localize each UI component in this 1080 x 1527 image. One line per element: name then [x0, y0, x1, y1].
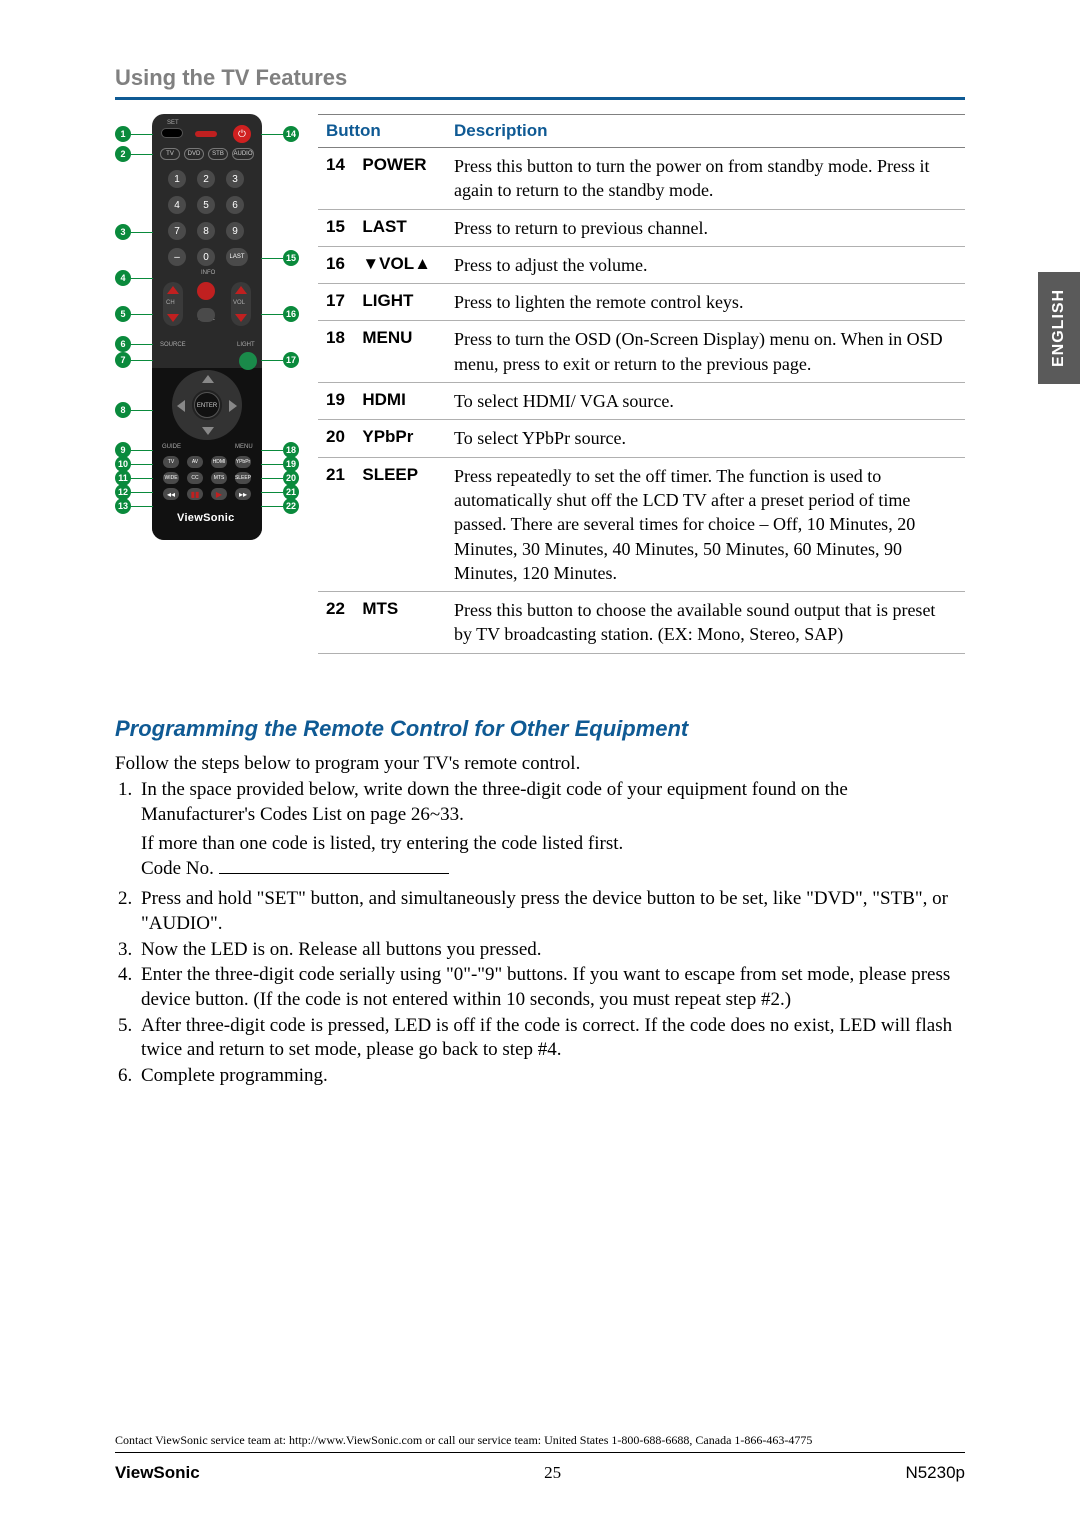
remote-digit-7: 7 [168, 222, 186, 240]
th-button: Button [318, 115, 446, 148]
table-row: 17LIGHTPress to lighten the remote contr… [318, 284, 965, 321]
remote-ypbpr-src: YPbPr [235, 456, 251, 468]
step-6: Complete programming. [137, 1064, 965, 1089]
remote-ffwd: ▸▸ [235, 488, 251, 500]
page-content: Using the TV Features SET ⏻ TV DVD STB A… [115, 65, 965, 1090]
remote-digit-8: 8 [197, 222, 215, 240]
table-row: 22MTSPress this button to choose the ava… [318, 592, 965, 654]
remote-digit-0: 0 [197, 248, 215, 266]
step-2: Press and hold "SET" button, and simulta… [137, 887, 965, 936]
remote-set-button [161, 128, 183, 138]
remote-device-tv: TV [160, 148, 180, 160]
footer-model: N5230p [905, 1463, 965, 1483]
table-row: 19HDMITo select HDMI/ VGA source. [318, 383, 965, 420]
remote-tv-src: TV [163, 456, 179, 468]
remote-nav-ring: ENTER [172, 370, 242, 440]
table-row: 18MENUPress to turn the OSD (On-Screen D… [318, 321, 965, 383]
step-1-code-line: Code No. [141, 857, 965, 882]
remote-logo: ViewSonic [177, 512, 235, 524]
th-description: Description [446, 115, 965, 148]
remote-led [195, 131, 217, 137]
step-1: In the space provided below, write down … [137, 778, 965, 881]
subheading: Programming the Remote Control for Other… [115, 716, 965, 742]
remote-mts: MTS [211, 472, 227, 484]
remote-wide: WIDE [163, 472, 179, 484]
remote-sleep: SLEEP [235, 472, 251, 484]
remote-pause: ▮▮ [187, 488, 203, 500]
remote-digit-dash: – [168, 248, 186, 266]
table-row: 20YPbPrTo select YPbPr source. [318, 420, 965, 457]
section-title: Using the TV Features [115, 65, 965, 91]
remote-digit-1: 1 [168, 170, 186, 188]
remote-device-stb: STB [208, 148, 228, 160]
remote-av-src: AV [187, 456, 203, 468]
steps-list: In the space provided below, write down … [115, 778, 965, 1088]
remote-digit-3: 3 [226, 170, 244, 188]
remote-enter-button: ENTER [194, 392, 220, 418]
remote-digit-4: 4 [168, 196, 186, 214]
step-4: Enter the three-digit code serially usin… [137, 963, 965, 1012]
remote-power-button: ⏻ [233, 125, 251, 143]
table-row: 21SLEEPPress repeatedly to set the off t… [318, 457, 965, 591]
remote-hdmi-src: HDMI [211, 456, 227, 468]
remote-device-dvd: DVD [184, 148, 204, 160]
remote-info-button [197, 282, 215, 300]
remote-digit-2: 2 [197, 170, 215, 188]
remote-device-audio: AUDIO [232, 148, 254, 160]
remote-cc: CC [187, 472, 203, 484]
step-5: After three-digit code is pressed, LED i… [137, 1014, 965, 1063]
step-3: Now the LED is on. Release all buttons y… [137, 938, 965, 963]
remote-rewind: ◂◂ [163, 488, 179, 500]
language-tab: ENGLISH [1038, 272, 1080, 384]
table-row: 15LASTPress to return to previous channe… [318, 209, 965, 246]
remote-digit-5: 5 [197, 196, 215, 214]
button-table: Button Description 14POWERPress this but… [318, 114, 965, 654]
table-row: 16▼VOL▲Press to adjust the volume. [318, 246, 965, 283]
remote-light-button [239, 352, 257, 370]
remote-mute-button [197, 308, 215, 322]
remote-digit-9: 9 [226, 222, 244, 240]
footer-page: 25 [544, 1463, 561, 1483]
contact-line: Contact ViewSonic service team at: http:… [115, 1433, 965, 1453]
title-rule [115, 97, 965, 100]
table-row: 14POWERPress this button to turn the pow… [318, 148, 965, 210]
step-1-note: If more than one code is listed, try ent… [141, 832, 965, 857]
intro-text: Follow the steps below to program your T… [115, 752, 965, 777]
remote-play: ▶ [211, 488, 227, 500]
page-footer: Contact ViewSonic service team at: http:… [115, 1433, 965, 1483]
remote-digit-6: 6 [226, 196, 244, 214]
remote-diagram: SET ⏻ TV DVD STB AUDIO 1 2 3 4 5 6 7 8 9… [115, 114, 300, 654]
remote-last-button: LAST [226, 248, 248, 266]
footer-brand: ViewSonic [115, 1463, 200, 1483]
